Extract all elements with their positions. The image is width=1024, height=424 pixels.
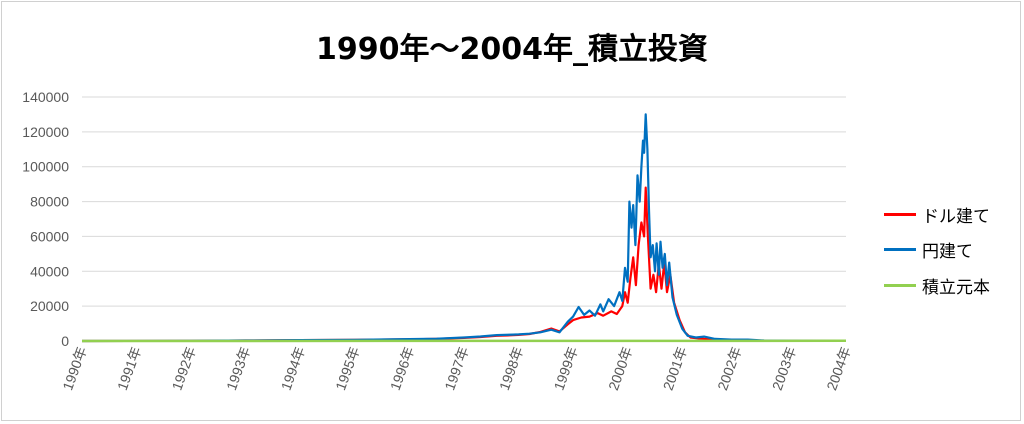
x-tick-label: 1999年 [550, 345, 580, 393]
legend-swatch-principal [884, 283, 916, 287]
legend-item-yen: 円建て [884, 238, 973, 262]
legend-label-principal: 積立元本 [922, 277, 990, 298]
legend-item-dollar: ドル建て [884, 203, 990, 227]
y-tick-label: 20000 [30, 298, 69, 314]
series-line-dollar [81, 186, 847, 343]
x-tick-label: 2000年 [605, 345, 635, 393]
legend-label-yen: 円建て [922, 241, 973, 262]
legend-swatch-yen [884, 247, 916, 251]
x-tick-label: 1998年 [496, 345, 526, 393]
chart-title: 1990年～2004年_積立投資 [316, 32, 708, 67]
y-tick-label: 60000 [30, 228, 69, 244]
x-tick-label: 2002年 [714, 345, 744, 393]
y-tick-label: 120000 [22, 124, 69, 140]
grid-lines [82, 96, 846, 342]
legend-item-principal: 積立元本 [884, 274, 990, 298]
y-tick-label: 100000 [22, 159, 69, 175]
legend-label-dollar: ドル建て [922, 206, 990, 227]
y-tick-label: 80000 [30, 194, 69, 210]
y-tick-label: 140000 [22, 89, 69, 105]
x-tick-label: 1994年 [278, 345, 308, 393]
x-tick-label: 2003年 [769, 345, 799, 393]
y-axis-ticks: 0 20000 40000 60000 80000 100000 120000 140000 [22, 89, 69, 349]
x-tick-label: 1990年 [59, 345, 89, 393]
series-line-yen [81, 113, 847, 343]
y-tick-label: 40000 [30, 263, 69, 279]
y-tick-label: 0 [61, 333, 69, 349]
series-lines [81, 113, 847, 343]
x-tick-label: 2004年 [823, 345, 853, 393]
x-tick-label: 1991年 [114, 345, 144, 393]
x-tick-label: 2001年 [660, 345, 690, 393]
x-axis-ticks: 1990年 1991年 1992年 1993年 1994年 1995年 1996年 1997年… [59, 345, 853, 393]
x-tick-label: 1995年 [332, 345, 362, 393]
x-tick-label: 1997年 [441, 345, 471, 393]
x-tick-label: 1993年 [223, 345, 253, 393]
x-tick-label: 1992年 [168, 345, 198, 393]
legend-swatch-dollar [884, 212, 916, 216]
x-tick-label: 1996年 [387, 345, 417, 393]
